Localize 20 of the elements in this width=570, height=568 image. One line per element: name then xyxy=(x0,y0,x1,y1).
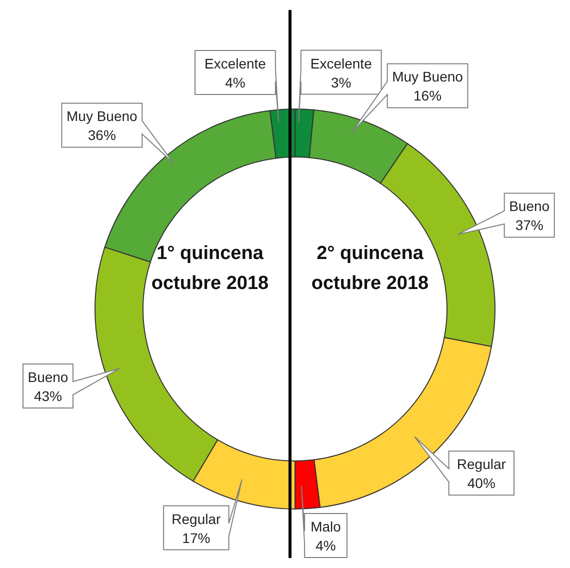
data-label: 40% xyxy=(467,475,496,492)
data-label: 17% xyxy=(182,530,210,546)
slice-label: Regular xyxy=(172,510,222,527)
slice-label: Bueno xyxy=(28,369,68,386)
data-label: 36% xyxy=(88,127,116,144)
data-label: 16% xyxy=(414,88,442,104)
data-label: 4% xyxy=(225,74,246,90)
slice-label: Excelente xyxy=(204,55,266,72)
slice-label: Malo xyxy=(310,518,342,535)
slice-label: Regular xyxy=(456,456,506,472)
data-label: 43% xyxy=(34,388,62,404)
text: 1° quincena octubre 2018 xyxy=(150,242,270,296)
slice-label: Excelente xyxy=(310,55,372,72)
data-label: 3% xyxy=(331,74,352,90)
slice-label: Muy Bueno xyxy=(66,108,138,124)
data-label: 37% xyxy=(515,217,544,234)
text: 2° quincena octubre 2018 xyxy=(310,242,430,296)
slice-label: Muy Bueno xyxy=(392,68,464,85)
data-label: 4% xyxy=(316,538,336,554)
slice-label: Bueno xyxy=(509,198,550,214)
